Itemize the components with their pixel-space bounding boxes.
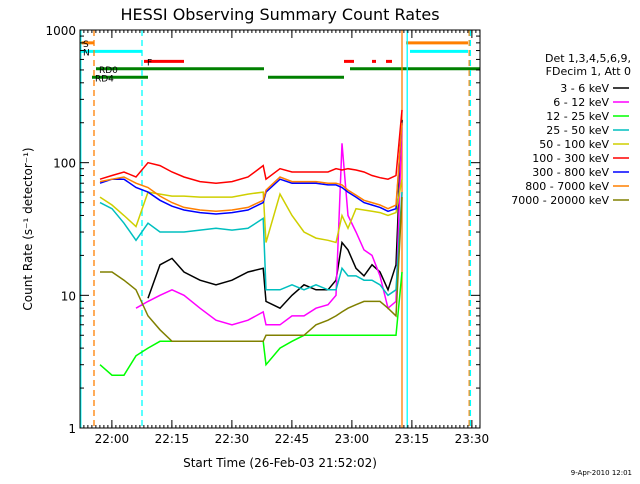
flag-label: RD4 bbox=[95, 74, 114, 84]
legend-entry-label: 800 - 7000 keV bbox=[525, 180, 609, 193]
x-tick-label: 23:15 bbox=[395, 432, 430, 446]
series-line bbox=[135, 122, 403, 326]
legend-entry-label: 3 - 6 keV bbox=[560, 82, 609, 95]
legend-header: Det 1,3,4,5,6,9, bbox=[545, 52, 631, 65]
series-line bbox=[99, 122, 403, 215]
legend-entry-label: 300 - 800 keV bbox=[532, 166, 609, 179]
x-tick-label: 22:15 bbox=[155, 432, 190, 446]
y-axis-label: Count Rate (s⁻¹ detector⁻¹) bbox=[21, 147, 35, 310]
legend-entry-label: 100 - 300 keV bbox=[532, 152, 609, 165]
legend-entry-label: 7000 - 20000 keV bbox=[511, 194, 609, 207]
footer-timestamp: 9-Apr-2010 12:01 bbox=[571, 469, 632, 477]
series-line bbox=[99, 109, 403, 184]
flag-label: N bbox=[83, 48, 90, 58]
chart-title: HESSI Observing Summary Count Rates bbox=[120, 5, 439, 24]
x-tick-label: 22:30 bbox=[215, 432, 250, 446]
plot-frame bbox=[79, 29, 481, 429]
y-tick-label: 100 bbox=[53, 157, 76, 171]
y-tick-label: 10 bbox=[61, 289, 76, 303]
legend-header: FDecim 1, Att 0 bbox=[546, 65, 631, 78]
x-axis-label: Start Time (26-Feb-03 21:52:02) bbox=[183, 456, 377, 470]
y-tick-label: 1000 bbox=[45, 24, 76, 38]
legend-entry-label: 6 - 12 keV bbox=[553, 96, 609, 109]
legend-entry-label: 12 - 25 keV bbox=[546, 110, 609, 123]
flag-label: S bbox=[83, 40, 89, 50]
axes-layer: 22:00 22:15 22:30 22:45 23:00 23:15 23:30 1 10 10… bbox=[45, 24, 489, 446]
x-tick-label: 22:00 bbox=[95, 432, 130, 446]
legend-entry-label: 50 - 100 keV bbox=[539, 138, 609, 151]
series-line bbox=[100, 197, 403, 343]
series-line bbox=[99, 122, 403, 213]
legend-entry-label: 25 - 50 keV bbox=[546, 124, 609, 137]
y-tick-label: 1 bbox=[68, 422, 76, 436]
series-layer bbox=[99, 109, 403, 376]
legend: Det 1,3,4,5,6,9,FDecim 1, Att 0 3 - 6 keV… bbox=[511, 52, 631, 207]
x-tick-label: 22:45 bbox=[275, 432, 310, 446]
x-tick-label: 23:30 bbox=[455, 432, 490, 446]
series-line bbox=[99, 192, 403, 297]
vertical-marker-layer bbox=[80, 30, 472, 428]
flag-label: F bbox=[147, 58, 152, 68]
flag-label: RD0 bbox=[99, 66, 118, 76]
series-line bbox=[147, 119, 403, 310]
series-line bbox=[99, 271, 403, 376]
x-tick-label: 23:00 bbox=[335, 432, 370, 446]
